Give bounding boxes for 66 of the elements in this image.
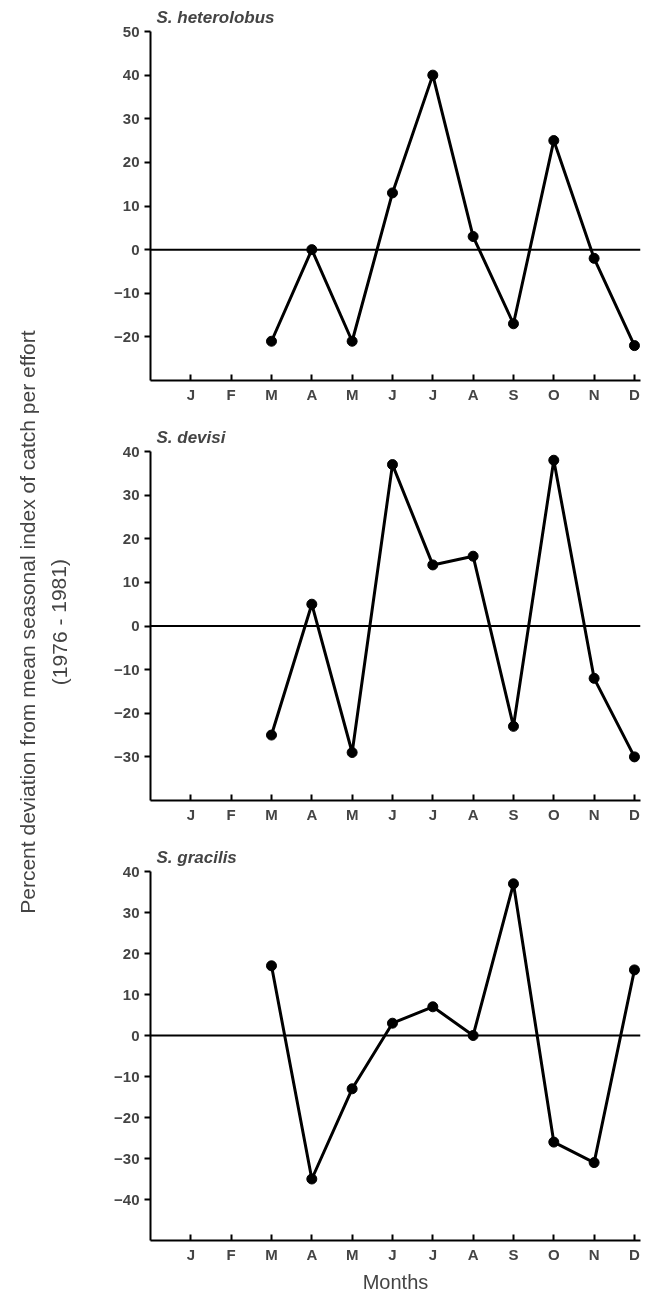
y-tick-label: −30	[114, 747, 140, 765]
x-tick-label: M	[345, 805, 359, 823]
x-tick-label: J	[186, 805, 195, 823]
x-tick-label: A	[467, 1245, 479, 1263]
y-tick-label: 20	[122, 529, 140, 547]
y-tick-label: 40	[122, 862, 140, 880]
x-tick-label: O	[547, 385, 560, 403]
y-tick-label: 10	[122, 985, 140, 1003]
y-tick-label: −10	[114, 1067, 140, 1085]
y-tick-label: −30	[114, 1149, 140, 1167]
x-tick-label: D	[629, 805, 641, 823]
x-tick-label: O	[547, 1245, 560, 1263]
x-tick-label: D	[629, 385, 641, 403]
chart-title: S. heterolobus	[156, 7, 275, 27]
x-tick-label: M	[345, 1245, 359, 1263]
x-tick-label: S	[508, 805, 519, 823]
x-tick-label: A	[306, 385, 318, 403]
y-tick-label: −40	[114, 1190, 140, 1208]
y-tick-label: 0	[131, 617, 140, 634]
y-tick-label: 10	[122, 197, 140, 214]
x-tick-label: F	[226, 1245, 236, 1263]
x-tick-label: F	[226, 385, 236, 403]
y-tick-label: 40	[122, 66, 140, 84]
x-tick-label: J	[388, 385, 397, 403]
chart-title: S. gracilis	[156, 847, 237, 867]
y-tick-label: 0	[131, 240, 140, 258]
y-tick-label: −20	[114, 1108, 140, 1126]
x-tick-label: M	[265, 1245, 278, 1263]
y-tick-label: −20	[114, 704, 140, 722]
x-tick-label: N	[588, 385, 600, 403]
y-tick-label: 40	[122, 442, 140, 460]
y-tick-label: −20	[114, 327, 140, 345]
x-tick-label: M	[265, 385, 278, 403]
y-tick-label: 30	[122, 903, 140, 921]
x-tick-label: N	[588, 1245, 600, 1263]
y-tick-label: −10	[114, 284, 140, 302]
x-tick-label: S	[508, 385, 519, 403]
y-tick-label: 10	[122, 573, 140, 591]
chart-title: S. devisi	[156, 427, 227, 447]
x-tick-label: A	[467, 805, 479, 823]
x-tick-label: D	[629, 1245, 641, 1263]
y-tick-label: 50	[122, 22, 140, 40]
y-tick-label: 0	[131, 1026, 140, 1044]
y-tick-label: 30	[122, 486, 140, 504]
x-tick-label: M	[265, 805, 278, 823]
x-tick-label: N	[588, 805, 600, 823]
y-tick-label: 20	[122, 153, 140, 171]
x-tick-label: J	[428, 805, 437, 823]
x-tick-label: A	[306, 805, 318, 823]
x-tick-label: J	[186, 385, 195, 403]
x-axis-title: Months	[362, 1270, 429, 1293]
x-tick-label: J	[388, 1245, 397, 1263]
x-tick-label: A	[306, 1245, 318, 1263]
x-tick-label: J	[388, 805, 397, 823]
x-tick-label: M	[345, 385, 359, 403]
x-tick-label: J	[428, 1245, 437, 1263]
y-axis-title: Percent deviation from mean seasonal index of catch per effort (1976 - 1981)	[16, 330, 71, 914]
x-tick-label: F	[226, 805, 236, 823]
x-tick-label: A	[467, 385, 479, 403]
y-tick-label: 30	[122, 109, 140, 127]
x-tick-label: O	[547, 805, 560, 823]
y-tick-label: −10	[114, 660, 140, 678]
x-tick-label: S	[508, 1245, 519, 1263]
x-tick-label: J	[186, 1245, 195, 1263]
x-tick-label: J	[428, 385, 437, 403]
y-tick-label: 20	[122, 944, 140, 962]
